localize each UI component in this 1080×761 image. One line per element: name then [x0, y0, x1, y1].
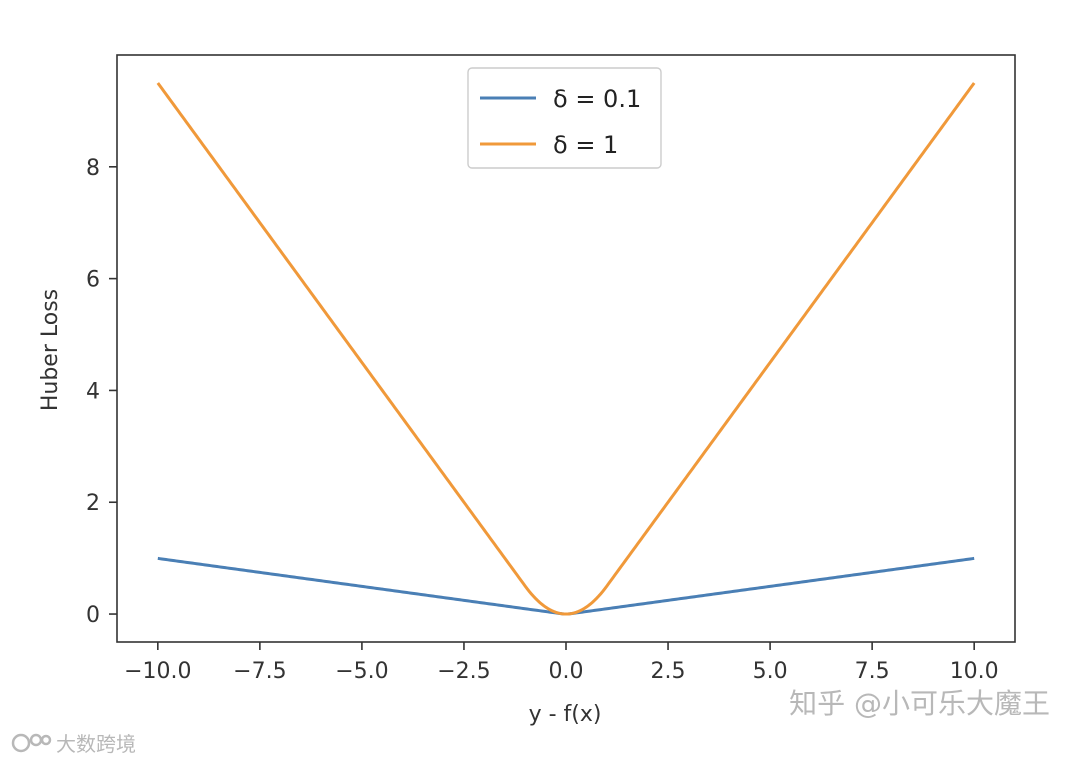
series-line-0 — [157, 556, 975, 616]
watermark-brand-text: 大数跨境 — [56, 732, 136, 756]
y-axis-label: Huber Loss — [38, 289, 63, 411]
x-tick-label: −7.5 — [233, 659, 286, 684]
axis-ticks: −10.0 −7.5 −5.0 −2.5 0.0 2.5 5.0 7.5 10.0 0 2 4 6 8 — [86, 156, 999, 684]
y-tick-label: 0 — [86, 603, 100, 628]
legend-label-0: δ = 0.1 — [553, 85, 641, 113]
y-tick-label: 4 — [86, 379, 100, 404]
y-tick-label: 8 — [86, 156, 100, 181]
legend-label-1: δ = 1 — [553, 131, 618, 159]
series-line-1 — [156, 82, 976, 616]
x-axis-label: y - f(x) — [529, 702, 602, 727]
watermark-zhihu: 知乎 @小可乐大魔王 — [789, 687, 1050, 720]
x-tick-label: 2.5 — [651, 659, 686, 684]
x-tick-label: −2.5 — [437, 659, 490, 684]
x-tick-label: −10.0 — [124, 659, 191, 684]
x-tick-label: 10.0 — [950, 659, 999, 684]
watermark-brand: 大数跨境 — [10, 728, 136, 757]
x-tick-label: 7.5 — [855, 659, 890, 684]
brand-logo-icon — [11, 733, 52, 752]
y-tick-label: 6 — [86, 268, 100, 293]
y-tick-label: 2 — [86, 491, 100, 516]
legend: δ = 0.1 δ = 1 — [467, 67, 662, 169]
x-tick-label: 5.0 — [753, 659, 788, 684]
x-tick-label: 0.0 — [549, 659, 584, 684]
x-tick-label: −5.0 — [335, 659, 388, 684]
